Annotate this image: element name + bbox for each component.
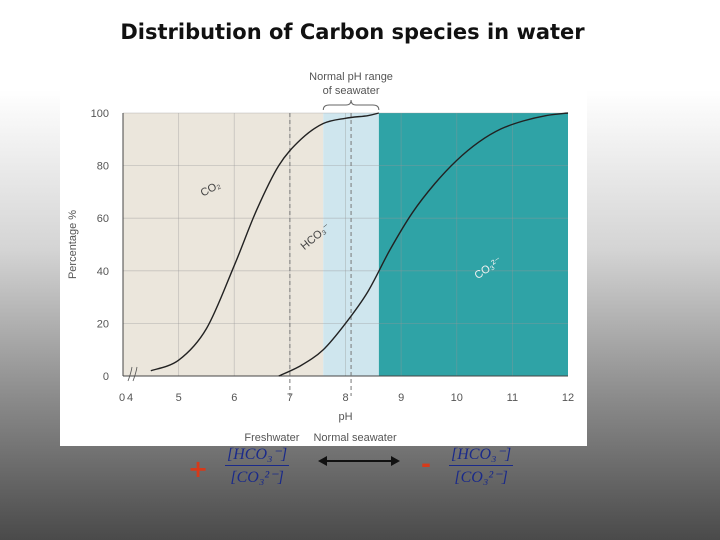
y-tick-label: 0 — [103, 371, 109, 383]
left-ratio-numerator: [HCO₃⁻] — [227, 446, 288, 463]
reference-line-label: Freshwater — [244, 432, 299, 444]
series-line-cumulative_co2_hco3 — [150, 112, 380, 372]
x-tick-label: 8 — [342, 392, 348, 404]
x-tick-label: 12 — [562, 392, 574, 404]
x-tick-label: 6 — [231, 392, 237, 404]
range-annotation-line2: of seawater — [323, 85, 380, 97]
double-arrow-icon — [318, 456, 400, 466]
reference-line-label: Normal seawater — [313, 432, 396, 444]
x-tick-label: 0 — [119, 392, 125, 404]
y-axis-title: Percentage % — [67, 210, 79, 279]
left-ratio-fraction: [HCO₃⁻] [CO₃²⁻] — [225, 444, 290, 487]
x-tick-label: 9 — [398, 392, 404, 404]
ph-region-2 — [378, 113, 568, 376]
right-ratio-denominator: [CO₃²⁻] — [454, 469, 508, 486]
ph-region-0 — [123, 113, 324, 376]
y-tick-label: 40 — [97, 266, 109, 278]
slide-title: Distribution of Carbon species in water — [120, 20, 585, 44]
range-brace — [322, 99, 380, 111]
minus-sign: - — [421, 450, 431, 478]
x-tick-label: 11 — [507, 392, 518, 404]
x-tick-label: 5 — [176, 392, 182, 404]
axis-break-mark — [127, 366, 138, 382]
left-ratio-bar — [225, 465, 290, 466]
right-ratio-bar — [449, 465, 514, 466]
left-ratio-denominator: [CO₃²⁻] — [230, 469, 284, 486]
y-tick-label: 60 — [97, 213, 109, 225]
range-annotation-line1: Normal pH range — [309, 71, 393, 83]
x-axis-title: pH — [338, 411, 352, 423]
ph-region-1 — [323, 113, 379, 376]
chart-panel: 0 20 40 60 80 100 0 4 5 6 7 8 9 10 11 12 pH Percentage % F… — [60, 60, 587, 446]
x-tick-label: 4 — [127, 392, 133, 404]
y-tick-label: 80 — [97, 161, 109, 173]
y-tick-label: 20 — [97, 318, 109, 330]
right-ratio-numerator: [HCO₃⁻] — [451, 446, 512, 463]
x-tick-label: 10 — [451, 392, 463, 404]
plus-sign: + — [188, 455, 209, 483]
y-tick-label: 100 — [91, 108, 109, 120]
series-line-cumulative_co3 — [278, 112, 569, 377]
x-tick-label: 7 — [287, 392, 293, 404]
right-ratio-fraction: [HCO₃⁻] [CO₃²⁻] — [449, 444, 514, 487]
